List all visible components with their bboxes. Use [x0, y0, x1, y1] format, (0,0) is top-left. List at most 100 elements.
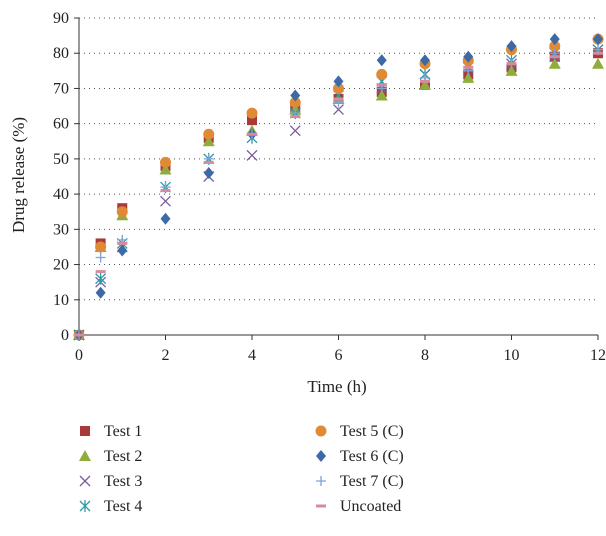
y-tick-label: 20 — [53, 257, 69, 274]
data-point — [95, 270, 106, 274]
data-point — [116, 206, 128, 218]
legend-marker — [79, 500, 91, 512]
y-tick-label: 80 — [53, 45, 69, 62]
data-point — [376, 68, 388, 80]
data-point — [289, 125, 301, 137]
data-point — [247, 132, 257, 136]
legend-label: Test 5 (C) — [340, 423, 404, 440]
legend-marker — [316, 450, 326, 462]
data-point — [159, 163, 172, 175]
data-point — [506, 40, 517, 53]
data-point — [290, 115, 301, 119]
data-point — [593, 51, 603, 55]
x-tick-label: 8 — [421, 347, 429, 364]
legend-item: Test 4 — [79, 498, 142, 515]
data-point — [592, 57, 604, 69]
data-point — [376, 83, 387, 87]
data-point — [160, 156, 171, 168]
data-point — [548, 57, 561, 69]
data-point — [376, 54, 387, 67]
gridlines — [79, 17, 598, 301]
legend-item: Test 6 (C) — [316, 448, 404, 465]
legend-label: Uncoated — [340, 498, 401, 515]
data-point — [333, 82, 344, 94]
data-point — [160, 189, 171, 193]
data-point — [463, 50, 474, 63]
data-point — [246, 107, 258, 119]
data-point — [74, 333, 84, 337]
data-point — [333, 104, 344, 116]
data-point — [203, 166, 214, 179]
x-axis-title: Time (h) — [307, 377, 366, 396]
y-axis-title: Drug release (%) — [9, 117, 28, 233]
y-tick-label: 40 — [53, 186, 69, 203]
data-point — [506, 62, 517, 66]
data-point — [95, 286, 106, 299]
y-tick-label: 60 — [53, 116, 69, 133]
data-point — [549, 40, 561, 52]
data-point — [463, 65, 474, 69]
legend-label: Test 3 — [104, 473, 142, 490]
legend-label: Test 2 — [104, 448, 142, 465]
data-point — [593, 33, 603, 46]
legend-marker — [316, 504, 326, 508]
x-tick-label: 6 — [335, 347, 343, 364]
data-point — [203, 128, 215, 140]
legend: Test 1 Test 2 Test 3 Test 4 Test 5 (C) Test 6… — [79, 423, 404, 515]
data-point — [160, 212, 171, 225]
y-tick-label: 10 — [53, 292, 69, 309]
data-point — [549, 55, 560, 59]
y-tick-label: 0 — [61, 327, 69, 344]
data-point — [505, 64, 518, 76]
axes — [74, 17, 599, 340]
data-point — [95, 241, 107, 253]
y-tick-label: 50 — [53, 151, 69, 168]
data-point — [462, 71, 475, 83]
x-tick-label: 12 — [590, 347, 606, 364]
data-point — [420, 79, 430, 83]
legend-label: Test 7 (C) — [340, 473, 404, 490]
data-point — [203, 160, 214, 164]
tick-labels: 0 10 20 30 40 50 60 70 80 90 0 2 4 6 8 10 12 — [53, 10, 606, 364]
data-point — [95, 272, 107, 285]
x-tick-label: 4 — [248, 347, 256, 364]
x-tick-label: 0 — [75, 347, 83, 364]
legend-marker — [79, 475, 91, 487]
data-point — [160, 195, 171, 207]
data-point — [117, 241, 128, 245]
legend-item: Uncoated — [316, 498, 401, 515]
data-point — [375, 89, 388, 101]
legend-marker — [79, 450, 91, 461]
legend-item: Test 1 — [80, 423, 142, 440]
data-point — [247, 115, 257, 126]
legend-label: Test 1 — [104, 423, 142, 440]
data-point — [333, 75, 344, 88]
legend-marker — [80, 426, 90, 436]
data-points — [73, 33, 604, 341]
data-point — [202, 135, 215, 147]
legend-item: Test 2 — [79, 448, 142, 465]
legend-label: Test 6 (C) — [340, 448, 404, 465]
legend-item: Test 5 (C) — [315, 423, 404, 440]
data-point — [549, 33, 560, 46]
series-6 — [74, 33, 603, 341]
x-tick-label: 10 — [504, 347, 520, 364]
series-8 — [74, 51, 603, 337]
data-point — [95, 252, 106, 263]
data-point — [419, 78, 431, 90]
legend-item: Test 3 — [79, 473, 142, 490]
data-point — [246, 149, 258, 161]
legend-marker — [316, 476, 326, 486]
y-tick-label: 70 — [53, 80, 69, 97]
data-point — [290, 89, 301, 102]
data-point — [289, 97, 301, 109]
legend-label: Test 4 — [104, 498, 142, 515]
y-tick-label: 90 — [53, 10, 69, 27]
data-point — [117, 244, 128, 257]
legend-marker — [315, 425, 327, 437]
data-point — [420, 54, 430, 67]
data-point — [333, 97, 344, 101]
y-tick-label: 30 — [53, 221, 69, 238]
